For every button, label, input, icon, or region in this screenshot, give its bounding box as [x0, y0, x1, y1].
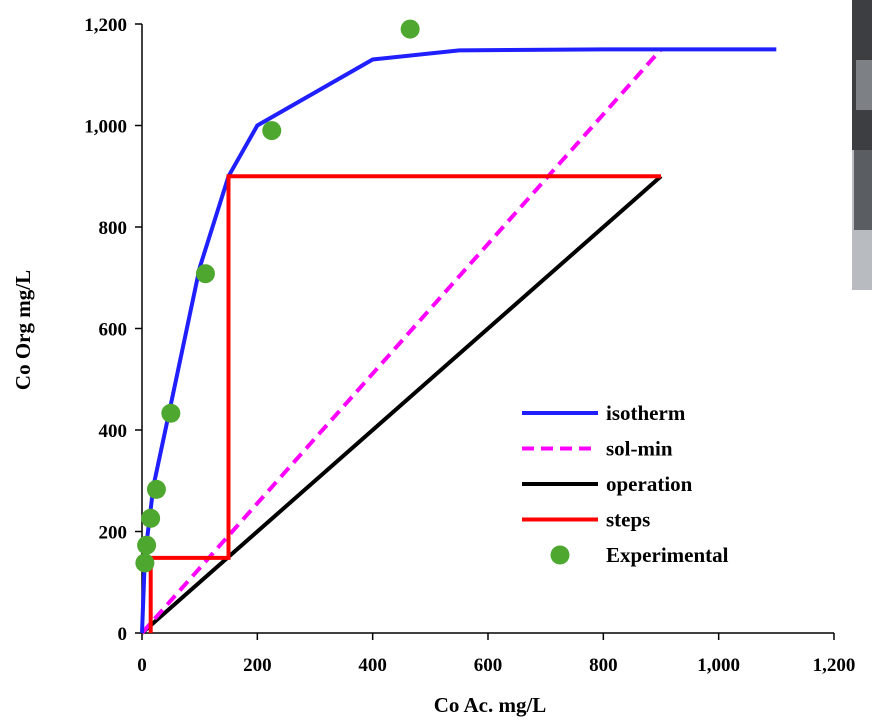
plot-area — [135, 19, 777, 635]
experimental-point — [146, 479, 166, 499]
x-axis-title: Co Ac. mg/L — [434, 693, 547, 717]
y-tick-label: 1,200 — [84, 15, 127, 36]
legend-swatch-experimental — [550, 545, 570, 565]
experimental-point — [400, 19, 420, 39]
steps-series-line — [148, 174, 661, 633]
x-tick-label: 800 — [589, 655, 618, 676]
x-tick-label: 1,000 — [697, 655, 740, 676]
x-tick-label: 0 — [137, 655, 147, 676]
experimental-point — [195, 264, 215, 284]
x-tick-label: 1,200 — [813, 655, 856, 676]
photo-lower-area — [854, 150, 872, 230]
y-tick-label: 800 — [99, 218, 128, 239]
y-tick-label: 400 — [99, 421, 128, 442]
legend-label-sol-min: sol-min — [606, 437, 673, 461]
x-tick-label: 400 — [358, 655, 387, 676]
y-tick-label: 200 — [99, 523, 128, 544]
background-photo — [852, 0, 872, 290]
experimental-point — [141, 508, 161, 528]
legend-label-steps: steps — [606, 508, 650, 532]
sol-min-series-line — [140, 48, 663, 635]
legend-label-operation: operation — [606, 472, 693, 496]
y-tick-label: 600 — [99, 320, 128, 341]
y-tick-label: 0 — [118, 624, 128, 645]
experimental-point — [262, 121, 282, 141]
experimental-point — [135, 553, 155, 573]
x-tick-label: 200 — [243, 655, 272, 676]
legend: isotherm sol-min operation steps Experimenta… — [522, 401, 729, 567]
y-axis-title: Co Org mg/L — [11, 270, 35, 390]
y-tick-label: 1,000 — [84, 117, 127, 138]
legend-label-experimental: Experimental — [606, 543, 729, 567]
operation-series-line — [140, 174, 663, 635]
background-photo-image — [852, 0, 872, 290]
x-tick-label: 600 — [474, 655, 503, 676]
axes: 0 200 400 600 800 1,000 1,200 0 200 400 600 800 1,00… — [84, 15, 855, 676]
experimental-point — [137, 535, 157, 555]
legend-label-isotherm: isotherm — [606, 401, 686, 425]
experimental-point — [161, 403, 181, 423]
photo-mid-area — [856, 60, 872, 110]
